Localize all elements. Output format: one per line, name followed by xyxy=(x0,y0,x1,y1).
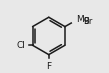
Text: Mg: Mg xyxy=(76,15,89,24)
Text: F: F xyxy=(46,62,51,71)
Text: Br: Br xyxy=(83,17,92,26)
Text: Cl: Cl xyxy=(16,41,25,50)
